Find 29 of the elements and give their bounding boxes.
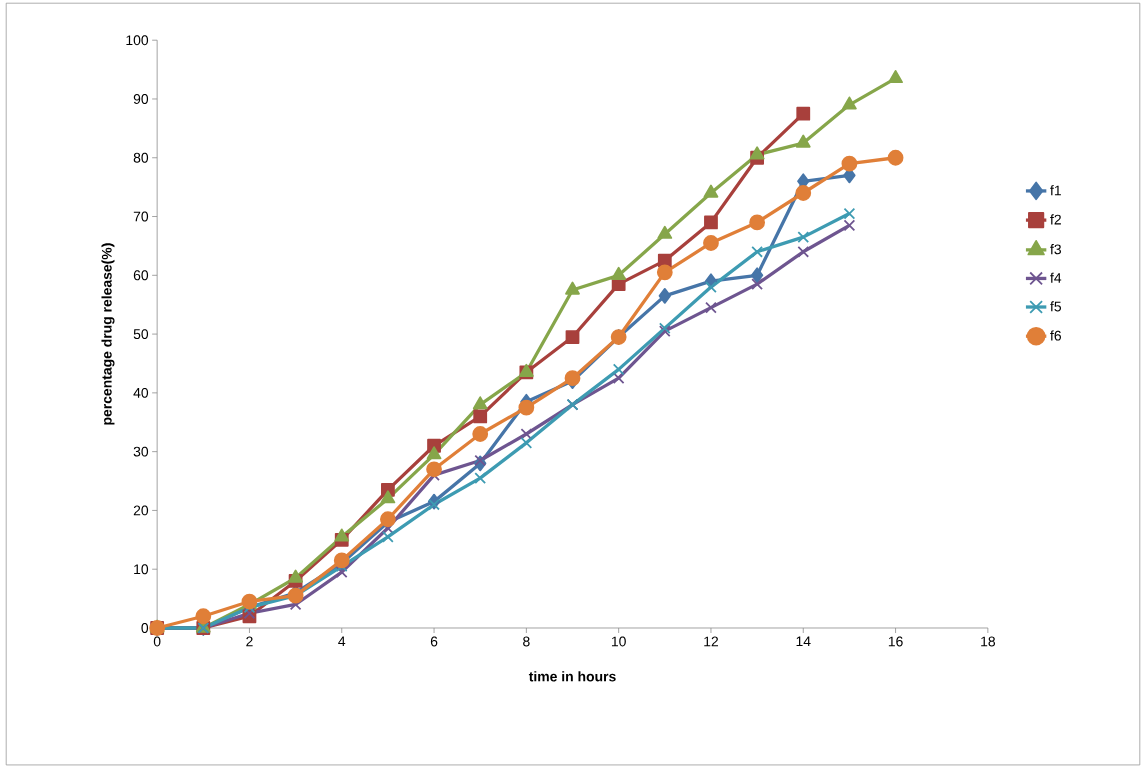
x-tick-label: 18 (981, 636, 996, 647)
x-tick-label: 12 (704, 636, 719, 647)
y-tick-label: 100 (126, 35, 149, 46)
y-tick-label: 90 (133, 93, 149, 104)
legend-label: f3 (1050, 244, 1061, 255)
y-tick-label: 40 (133, 387, 149, 398)
y-tick-label: 10 (134, 564, 149, 575)
y-tick-label: 20 (133, 505, 149, 516)
x-tick-label: 16 (888, 636, 903, 647)
x-tick-label: 6 (430, 636, 438, 647)
y-tick-label: 60 (133, 270, 149, 281)
x-tick-label: 0 (153, 636, 161, 647)
x-tick-label: 4 (338, 636, 346, 647)
x-tick-label: 14 (796, 636, 811, 647)
x-axis-title: time in hours (528, 671, 616, 682)
x-tick-label: 10 (611, 636, 626, 647)
legend-label: f4 (1050, 272, 1062, 283)
y-tick-label: 80 (133, 152, 149, 163)
legend-label: f2 (1050, 214, 1061, 225)
legend-label: f6 (1050, 330, 1061, 341)
x-tick-label: 2 (246, 636, 253, 647)
y-tick-label: 30 (133, 446, 149, 457)
y-tick-label: 50 (133, 329, 149, 339)
y-tick-label: 0 (141, 622, 149, 633)
y-tick-label: 70 (133, 211, 149, 222)
legend-label: f5 (1050, 301, 1062, 312)
legend-label: f1 (1050, 185, 1061, 196)
x-tick-label: 8 (523, 636, 530, 647)
y-axis-title: percentage drug release(%) (101, 243, 115, 425)
